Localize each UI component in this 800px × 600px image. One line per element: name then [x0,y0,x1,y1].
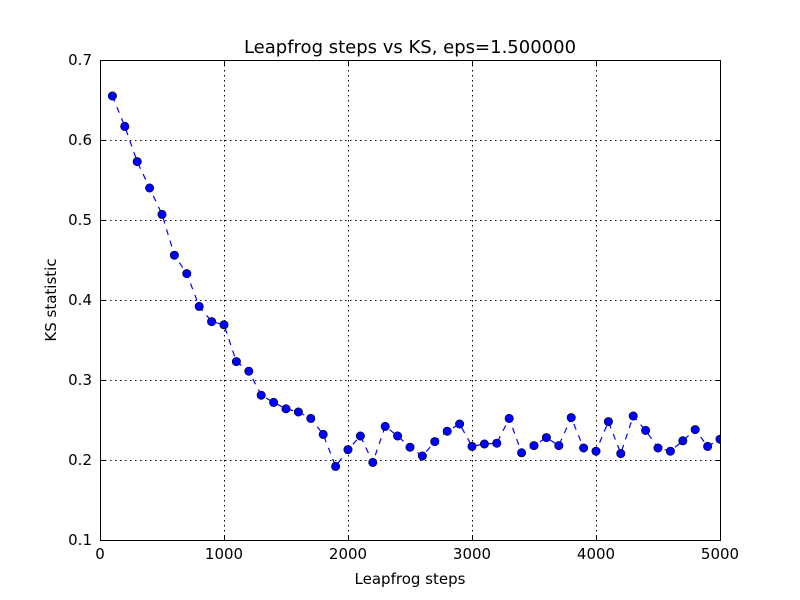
data-point [566,413,576,423]
data-point [653,443,663,453]
data-point [455,419,465,429]
data-point [306,413,316,423]
data-point [182,269,192,279]
x-tick-label: 0 [95,545,105,563]
y-tick-label: 0.4 [68,291,92,309]
x-tick-label: 4000 [577,545,615,563]
y-tick-label: 0.3 [68,371,92,389]
data-point [504,413,514,423]
data-point [145,183,155,193]
data-point [269,397,279,407]
data-point [355,431,365,441]
data-point [529,441,539,451]
data-point [467,441,477,451]
data-point [665,446,675,456]
data-point [616,449,626,459]
y-tick-label: 0.6 [68,131,92,149]
data-point [343,445,353,455]
data-point [442,426,452,436]
data-point [430,437,440,447]
data-series [107,91,720,471]
data-point [281,404,291,414]
data-point [479,439,489,449]
data-point [132,157,142,167]
data-point [579,443,589,453]
data-point [628,411,638,421]
data-point [368,457,378,467]
data-point [318,429,328,439]
data-point [207,317,217,327]
data-point [244,366,254,376]
data-point [256,390,266,400]
data-point [157,209,167,219]
data-point [603,417,613,427]
data-point [641,425,651,435]
data-point [169,250,179,260]
x-tick-label: 3000 [453,545,491,563]
data-point [405,442,415,452]
data-point [293,407,303,417]
x-tick-label: 1000 [205,545,243,563]
x-axis-label: Leapfrog steps [355,570,466,588]
data-point [219,320,229,330]
data-point [591,446,601,456]
series-group [107,91,720,471]
data-point [107,91,117,101]
grid [100,60,720,540]
data-point [492,438,502,448]
data-point [380,421,390,431]
data-point [194,301,204,311]
data-point [678,436,688,446]
y-tick-label: 0.2 [68,451,92,469]
data-point [331,461,341,471]
x-tick-label: 2000 [329,545,367,563]
data-point [703,441,713,451]
y-tick-label: 0.1 [68,531,92,549]
data-point [231,357,241,367]
data-point [120,121,130,131]
chart-title: Leapfrog steps vs KS, eps=1.500000 [244,37,576,58]
series-line [111,95,720,468]
y-tick-label: 0.7 [68,51,92,69]
y-tick-label: 0.5 [68,211,92,229]
data-point [690,425,700,435]
data-point [417,451,427,461]
data-point [393,431,403,441]
axis-ticks: 0 1000 2000 3000 4000 5000 0.1 0.2 0.3 0.4 0.5 0.6 0… [68,51,739,563]
data-point [517,448,527,458]
data-point [554,441,564,451]
data-point [541,433,551,443]
x-tick-label: 5000 [701,545,739,563]
y-axis-label: KS statistic [42,258,60,341]
